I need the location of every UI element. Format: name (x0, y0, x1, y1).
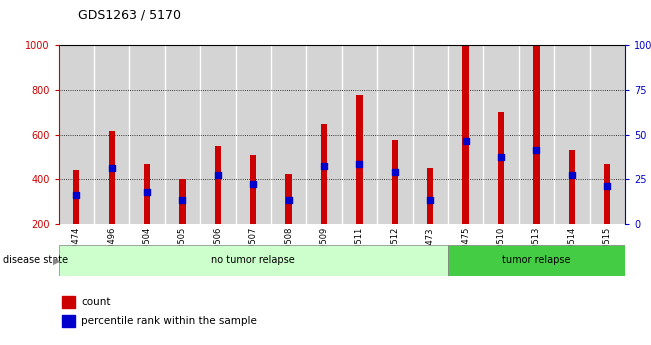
Point (71, 193, 81, 198)
Bar (109, 131, 115, 224)
Bar (307, 45, 342, 224)
Bar (483, 45, 519, 224)
Bar (73, 170, 79, 224)
Bar (62, 315, 75, 327)
Bar (59, 45, 94, 224)
Bar (271, 45, 307, 224)
Bar (392, 140, 398, 224)
Bar (236, 45, 271, 224)
Point (107, 166, 117, 171)
Text: ▶: ▶ (53, 256, 61, 265)
Bar (569, 150, 575, 224)
Bar (342, 45, 377, 224)
Bar (356, 95, 363, 224)
Point (531, 148, 542, 153)
Point (390, 169, 400, 174)
Text: percentile rank within the sample: percentile rank within the sample (81, 316, 257, 326)
Bar (533, 40, 540, 224)
Text: GDS1263 / 5170: GDS1263 / 5170 (78, 9, 181, 22)
Bar (144, 164, 150, 224)
Bar (94, 45, 130, 224)
Bar (130, 45, 165, 224)
Bar (377, 45, 413, 224)
Bar (200, 45, 236, 224)
Bar (59, 245, 448, 276)
Point (602, 184, 613, 189)
Point (496, 154, 506, 160)
Bar (554, 45, 590, 224)
Bar (448, 245, 625, 276)
Bar (448, 45, 483, 224)
Bar (215, 146, 221, 224)
Point (177, 197, 187, 202)
Bar (165, 45, 200, 224)
Bar (519, 45, 554, 224)
Bar (498, 112, 505, 224)
Point (460, 139, 471, 144)
Bar (286, 174, 292, 224)
Point (319, 163, 329, 169)
Text: count: count (81, 297, 111, 307)
Bar (604, 164, 611, 224)
Point (425, 197, 436, 202)
Bar (179, 179, 186, 224)
Point (248, 181, 258, 187)
Bar (62, 296, 75, 308)
Bar (321, 125, 327, 224)
Bar (413, 45, 448, 224)
Bar (462, 37, 469, 224)
Bar (250, 155, 256, 224)
Point (566, 172, 577, 178)
Bar (590, 45, 625, 224)
Text: tumor relapse: tumor relapse (502, 256, 571, 265)
Point (142, 189, 152, 195)
Point (354, 161, 365, 167)
Point (213, 172, 223, 178)
Point (283, 197, 294, 202)
Text: disease state: disease state (3, 256, 68, 265)
Text: no tumor relapse: no tumor relapse (212, 256, 295, 265)
Bar (427, 168, 434, 224)
